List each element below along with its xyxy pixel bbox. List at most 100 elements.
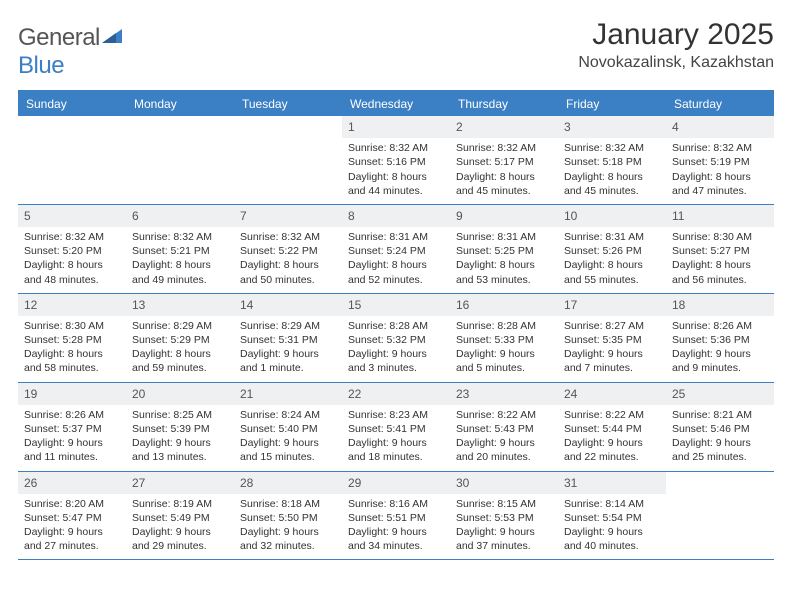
day-cell: 15Sunrise: 8:28 AMSunset: 5:32 PMDayligh…	[342, 294, 450, 382]
title-block: January 2025 Novokazalinsk, Kazakhstan	[578, 18, 774, 72]
day-cell: 4Sunrise: 8:32 AMSunset: 5:19 PMDaylight…	[666, 116, 774, 204]
empty-cell	[234, 116, 342, 204]
day-number: 17	[564, 298, 577, 312]
daylight-line-2: and 7 minutes.	[564, 361, 660, 375]
daylight-line-1: Daylight: 9 hours	[456, 525, 552, 539]
daynum-row: 3	[558, 116, 666, 138]
day-header: Wednesday	[342, 92, 450, 116]
daylight-line-2: and 9 minutes.	[672, 361, 768, 375]
day-cell: 2Sunrise: 8:32 AMSunset: 5:17 PMDaylight…	[450, 116, 558, 204]
sunset-line: Sunset: 5:49 PM	[132, 511, 228, 525]
daynum-row: 26	[18, 472, 126, 494]
day-number: 10	[564, 209, 577, 223]
daynum-row: 17	[558, 294, 666, 316]
day-number: 25	[672, 387, 685, 401]
daynum-row: 21	[234, 383, 342, 405]
daylight-line-2: and 13 minutes.	[132, 450, 228, 464]
sunset-line: Sunset: 5:27 PM	[672, 244, 768, 258]
daylight-line-2: and 34 minutes.	[348, 539, 444, 553]
daynum-row: 4	[666, 116, 774, 138]
day-number: 16	[456, 298, 469, 312]
daylight-line-1: Daylight: 9 hours	[24, 436, 120, 450]
daynum-row: 16	[450, 294, 558, 316]
daynum-row: 29	[342, 472, 450, 494]
sunset-line: Sunset: 5:37 PM	[24, 422, 120, 436]
sunset-line: Sunset: 5:40 PM	[240, 422, 336, 436]
daylight-line-1: Daylight: 9 hours	[240, 347, 336, 361]
daynum-row: 28	[234, 472, 342, 494]
month-title: January 2025	[578, 18, 774, 52]
day-header: Saturday	[666, 92, 774, 116]
day-headers-row: SundayMondayTuesdayWednesdayThursdayFrid…	[18, 92, 774, 116]
sunrise-line: Sunrise: 8:32 AM	[348, 141, 444, 155]
day-cell: 17Sunrise: 8:27 AMSunset: 5:35 PMDayligh…	[558, 294, 666, 382]
daynum-row: 24	[558, 383, 666, 405]
daylight-line-1: Daylight: 9 hours	[564, 436, 660, 450]
day-cell: 29Sunrise: 8:16 AMSunset: 5:51 PMDayligh…	[342, 472, 450, 560]
day-cell: 5Sunrise: 8:32 AMSunset: 5:20 PMDaylight…	[18, 205, 126, 293]
day-cell: 8Sunrise: 8:31 AMSunset: 5:24 PMDaylight…	[342, 205, 450, 293]
sunset-line: Sunset: 5:33 PM	[456, 333, 552, 347]
day-number: 13	[132, 298, 145, 312]
day-number: 20	[132, 387, 145, 401]
day-header: Tuesday	[234, 92, 342, 116]
sunrise-line: Sunrise: 8:27 AM	[564, 319, 660, 333]
day-cell: 6Sunrise: 8:32 AMSunset: 5:21 PMDaylight…	[126, 205, 234, 293]
daylight-line-1: Daylight: 9 hours	[24, 525, 120, 539]
sunset-line: Sunset: 5:50 PM	[240, 511, 336, 525]
daynum-row: 19	[18, 383, 126, 405]
sunset-line: Sunset: 5:54 PM	[564, 511, 660, 525]
week-row: 5Sunrise: 8:32 AMSunset: 5:20 PMDaylight…	[18, 205, 774, 294]
sunrise-line: Sunrise: 8:31 AM	[564, 230, 660, 244]
daylight-line-2: and 18 minutes.	[348, 450, 444, 464]
sunset-line: Sunset: 5:32 PM	[348, 333, 444, 347]
daylight-line-2: and 22 minutes.	[564, 450, 660, 464]
empty-cell	[126, 116, 234, 204]
daylight-line-1: Daylight: 9 hours	[564, 347, 660, 361]
daylight-line-2: and 45 minutes.	[564, 184, 660, 198]
day-number: 29	[348, 476, 361, 490]
day-cell: 26Sunrise: 8:20 AMSunset: 5:47 PMDayligh…	[18, 472, 126, 560]
daylight-line-2: and 47 minutes.	[672, 184, 768, 198]
daylight-line-2: and 3 minutes.	[348, 361, 444, 375]
week-row: 19Sunrise: 8:26 AMSunset: 5:37 PMDayligh…	[18, 383, 774, 472]
daylight-line-1: Daylight: 8 hours	[348, 170, 444, 184]
day-cell: 9Sunrise: 8:31 AMSunset: 5:25 PMDaylight…	[450, 205, 558, 293]
day-number: 2	[456, 120, 463, 134]
sunset-line: Sunset: 5:21 PM	[132, 244, 228, 258]
sunset-line: Sunset: 5:16 PM	[348, 155, 444, 169]
sunrise-line: Sunrise: 8:31 AM	[456, 230, 552, 244]
daylight-line-1: Daylight: 9 hours	[132, 436, 228, 450]
daylight-line-1: Daylight: 8 hours	[24, 347, 120, 361]
daynum-row: 2	[450, 116, 558, 138]
daynum-row: 8	[342, 205, 450, 227]
daylight-line-2: and 52 minutes.	[348, 273, 444, 287]
empty-cell	[666, 472, 774, 560]
day-number: 19	[24, 387, 37, 401]
sunrise-line: Sunrise: 8:29 AM	[240, 319, 336, 333]
day-number: 23	[456, 387, 469, 401]
day-number: 14	[240, 298, 253, 312]
sunrise-line: Sunrise: 8:32 AM	[456, 141, 552, 155]
day-cell: 25Sunrise: 8:21 AMSunset: 5:46 PMDayligh…	[666, 383, 774, 471]
sunrise-line: Sunrise: 8:15 AM	[456, 497, 552, 511]
sunset-line: Sunset: 5:18 PM	[564, 155, 660, 169]
daynum-row: 14	[234, 294, 342, 316]
day-cell: 22Sunrise: 8:23 AMSunset: 5:41 PMDayligh…	[342, 383, 450, 471]
sunset-line: Sunset: 5:31 PM	[240, 333, 336, 347]
daylight-line-1: Daylight: 8 hours	[564, 258, 660, 272]
sunset-line: Sunset: 5:25 PM	[456, 244, 552, 258]
daylight-line-1: Daylight: 9 hours	[240, 436, 336, 450]
daynum-row: 11	[666, 205, 774, 227]
day-number: 27	[132, 476, 145, 490]
daynum-row: 20	[126, 383, 234, 405]
daynum-row: 10	[558, 205, 666, 227]
daylight-line-1: Daylight: 9 hours	[672, 347, 768, 361]
sunrise-line: Sunrise: 8:22 AM	[456, 408, 552, 422]
sunrise-line: Sunrise: 8:32 AM	[24, 230, 120, 244]
brand-part1: General	[18, 24, 100, 51]
empty-cell	[18, 116, 126, 204]
sunset-line: Sunset: 5:51 PM	[348, 511, 444, 525]
day-cell: 18Sunrise: 8:26 AMSunset: 5:36 PMDayligh…	[666, 294, 774, 382]
sunrise-line: Sunrise: 8:32 AM	[672, 141, 768, 155]
